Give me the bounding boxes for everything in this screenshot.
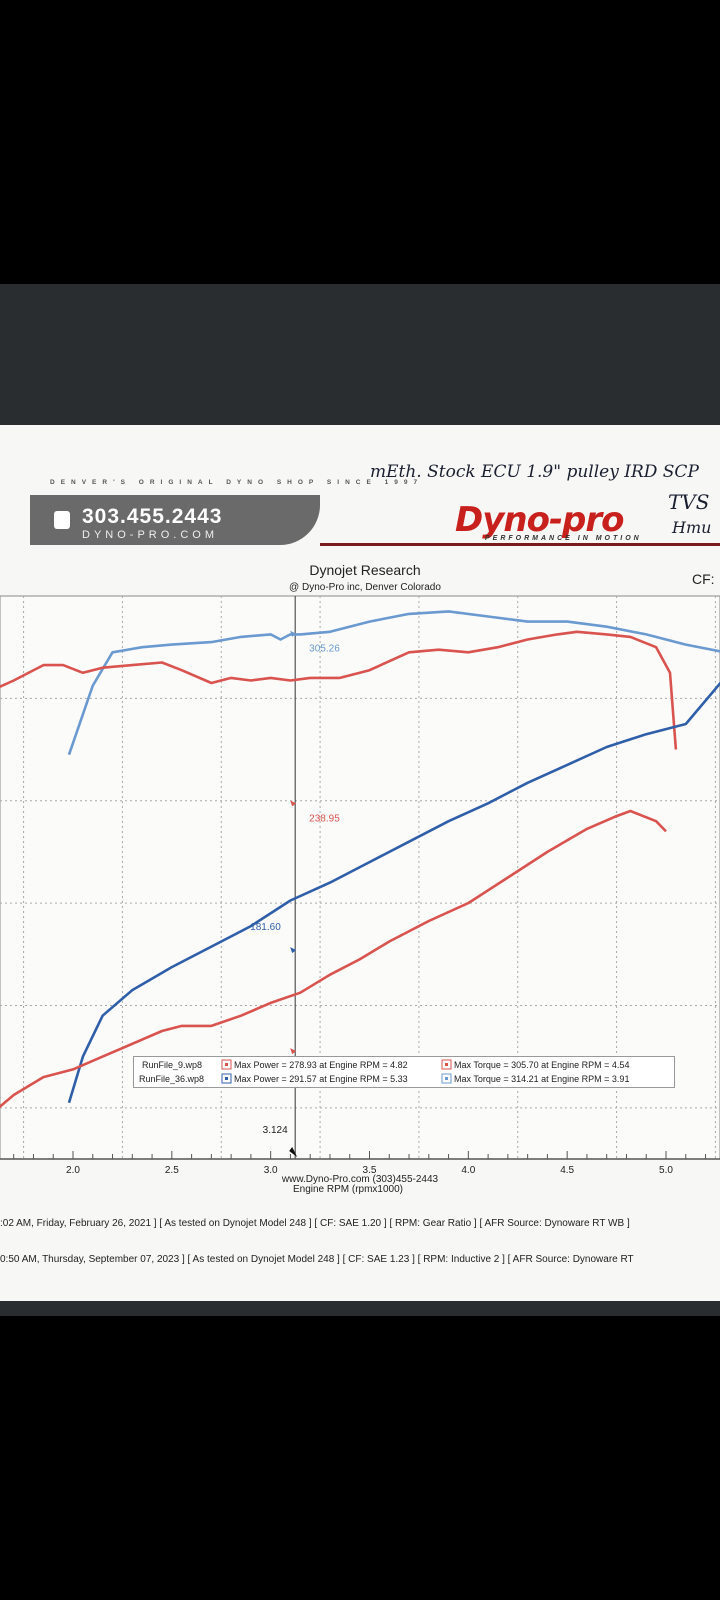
dyno-pro-logo: Dyno-pro (455, 500, 625, 540)
annotation-arrow-3 (290, 947, 297, 954)
legend-run1-torque: Max Torque = 305.70 at Engine RPM = 4.54 (454, 1060, 629, 1070)
report-subtitle: @ Dyno-Pro inc, Denver Colorado (289, 582, 441, 593)
annotation-arrow-4 (290, 1048, 297, 1055)
legend-run2-torque-swatch (441, 1073, 452, 1084)
series-line-3 (67, 681, 720, 1104)
x-tick-label-2: 2.5 (165, 1165, 179, 1176)
x-axis-title: Engine RPM (rpmx1000) (293, 1184, 403, 1195)
phone-icon (54, 511, 70, 529)
phone-banner (30, 495, 320, 545)
annotation-label-1: 305.26 (309, 644, 340, 655)
series-line-1 (67, 610, 720, 756)
annotation-arrow-2 (290, 800, 297, 807)
x-tick-label-5: 4.0 (461, 1165, 475, 1176)
logo-tagline: PERFORMANCE IN MOTION (485, 535, 642, 542)
phone-number: 303.455.2443 (82, 505, 223, 528)
legend-run2-power-swatch (221, 1073, 232, 1084)
report-title: Dynojet Research (309, 562, 421, 578)
handwritten-note-2: TVS (668, 490, 710, 514)
cursor-arrow (289, 1147, 298, 1157)
shop-tagline: DENVER'S ORIGINAL DYNO SHOP SINCE 1997 (50, 479, 424, 486)
legend-run1-power: Max Power = 278.93 at Engine RPM = 4.82 (234, 1060, 408, 1070)
legend-run2-power: Max Power = 291.57 at Engine RPM = 5.33 (234, 1074, 408, 1084)
annotation-label-3: 181.60 (250, 922, 281, 933)
x-tick-label-1: 2.0 (66, 1165, 80, 1176)
chart-series (0, 610, 720, 1109)
legend-run2-file: RunFile_36.wp8 (139, 1074, 204, 1084)
run2-info: 0:50 AM, Thursday, September 07, 2023 ] … (0, 1254, 634, 1265)
x-tick-label-7: 5.0 (659, 1165, 673, 1176)
footer-url: www.Dyno-Pro.com (303)455-2443 (281, 1174, 439, 1185)
handwritten-note-3: Hmu (672, 518, 712, 537)
run1-info: :02 AM, Friday, February 26, 2021 ] [ As… (0, 1218, 630, 1229)
x-tick-label-3: 3.0 (264, 1165, 278, 1176)
legend-run1-torque-swatch (441, 1059, 452, 1070)
header-rule (320, 543, 720, 546)
annotation-arrow-1 (290, 630, 297, 637)
cursor-value-label: 3.124 (263, 1125, 288, 1136)
series-line-2 (0, 630, 678, 750)
x-tick-label-4: 3.5 (363, 1165, 377, 1176)
annotation-label-2: 238.95 (309, 813, 340, 824)
legend-run2-torque: Max Torque = 314.21 at Engine RPM = 3.91 (454, 1074, 629, 1084)
x-axis: 2.0 2.5 3.0 3.5 4.0 4.5 5.0 Engine RPM (rpmx100… (0, 1125, 720, 1195)
handwritten-note-1: mEth. Stock ECU 1.9" pulley IRD SCP (370, 462, 699, 482)
legend-run1-file: RunFile_9.wp8 (142, 1060, 202, 1070)
website-text: DYNO-PRO.COM (82, 529, 218, 541)
x-tick-label-6: 4.5 (560, 1165, 574, 1176)
cf-label: CF: (692, 571, 715, 587)
legend-run1-power-swatch (221, 1059, 232, 1070)
legend-box: RunFile_9.wp8 Max Power = 278.93 at Engi… (133, 1056, 675, 1088)
series-line-4 (0, 809, 667, 1109)
